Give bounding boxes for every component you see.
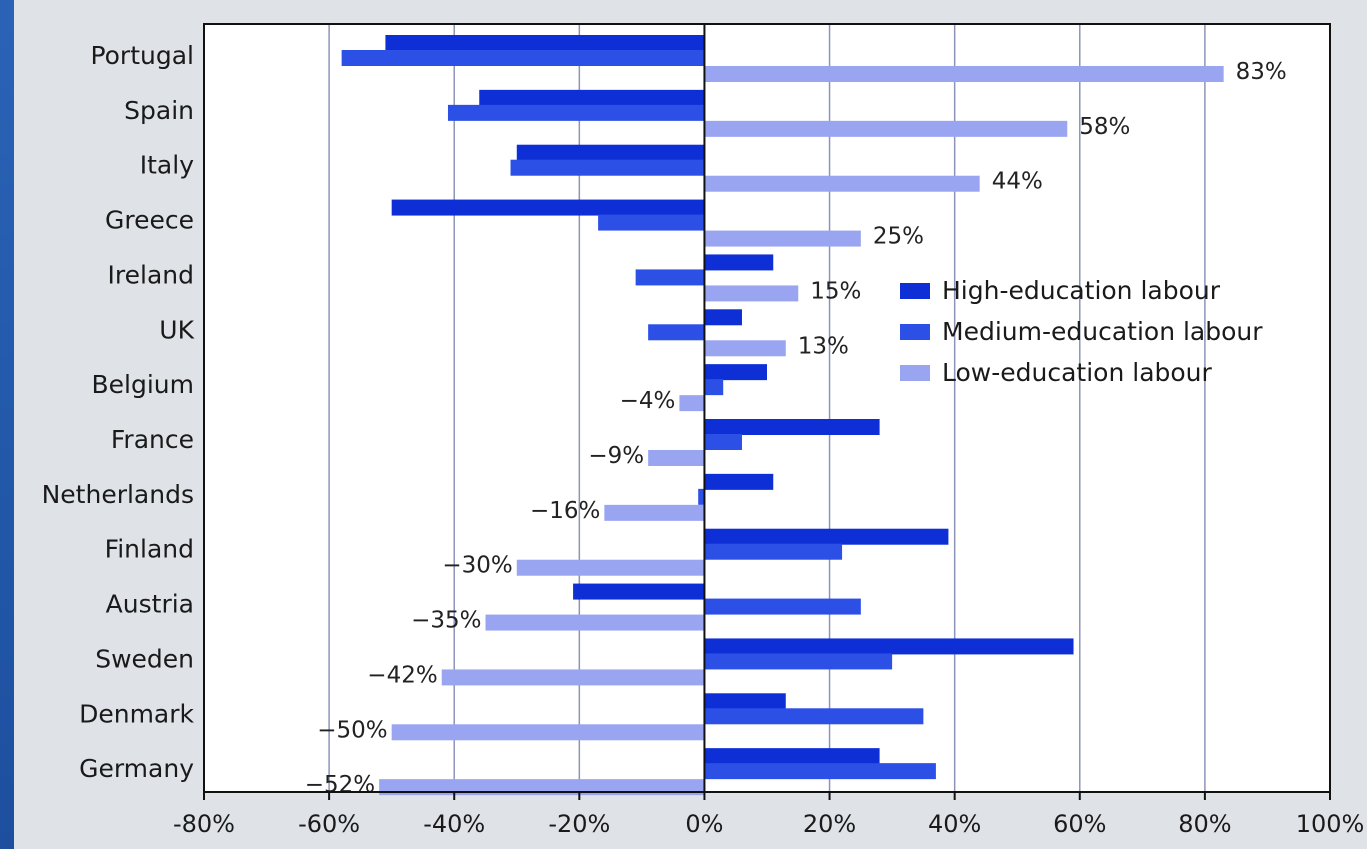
- bar-denmark-high: [704, 693, 786, 710]
- category-label: UK: [159, 315, 194, 344]
- data-label-low: 13%: [798, 333, 849, 359]
- bar-france-high: [704, 419, 880, 435]
- bar-greece-low: [704, 230, 861, 247]
- x-tick-label: 100%: [1296, 810, 1365, 838]
- data-label-low: 58%: [1079, 114, 1130, 140]
- data-label-low: −35%: [411, 608, 481, 634]
- bar-austria-medium: [704, 598, 861, 615]
- bar-netherlands-high: [704, 473, 774, 490]
- data-label-low: 15%: [810, 278, 861, 304]
- bar-finland-medium: [704, 543, 843, 560]
- bar-netherlands-low: [604, 504, 705, 521]
- category-label: Germany: [79, 754, 194, 783]
- category-label: Denmark: [79, 699, 194, 728]
- bar-france-medium: [704, 434, 742, 450]
- bar-ireland-medium: [635, 269, 705, 286]
- data-label-low: −16%: [530, 498, 600, 524]
- legend-label: High-education labour: [942, 276, 1221, 305]
- legend-label: Medium-education labour: [942, 317, 1263, 346]
- bar-spain-high: [479, 89, 705, 106]
- category-label: Spain: [124, 96, 194, 125]
- data-label-low: 25%: [873, 224, 924, 250]
- bar-spain-low: [704, 120, 1068, 137]
- bar-sweden-low: [441, 669, 705, 686]
- category-label: Greece: [105, 206, 194, 235]
- bar-france-low: [648, 450, 705, 466]
- bar-greece-medium: [598, 214, 705, 231]
- bar-uk-low: [704, 340, 786, 357]
- legend-swatch: [900, 365, 930, 381]
- x-tick-label: 40%: [928, 810, 981, 838]
- bar-portugal-low: [704, 66, 1224, 82]
- bar-sweden-high: [704, 638, 1074, 655]
- bar-ireland-low: [704, 285, 799, 302]
- legend-swatch: [900, 324, 930, 340]
- bar-ireland-high: [704, 254, 774, 271]
- bar-spain-medium: [447, 104, 705, 121]
- data-label-low: −50%: [317, 717, 387, 743]
- x-tick-label: -40%: [423, 810, 485, 838]
- category-label: Ireland: [108, 260, 194, 289]
- bar-germany-medium: [704, 763, 936, 780]
- data-label-low: −9%: [588, 443, 644, 469]
- bar-denmark-low: [391, 724, 705, 741]
- bar-germany-high: [704, 748, 880, 765]
- bar-sweden-medium: [704, 653, 893, 670]
- bar-belgium-medium: [704, 379, 724, 396]
- bar-belgium-low: [679, 395, 705, 412]
- category-label: Italy: [140, 151, 194, 180]
- bar-italy-medium: [510, 159, 705, 176]
- category-label: Netherlands: [42, 480, 194, 509]
- bar-finland-low: [516, 559, 705, 576]
- x-tick-label: -20%: [548, 810, 610, 838]
- category-label: Belgium: [92, 370, 195, 399]
- category-label: Sweden: [95, 644, 194, 673]
- data-label-low: 83%: [1236, 59, 1287, 85]
- bar-austria-low: [485, 614, 705, 631]
- bar-italy-high: [516, 144, 705, 161]
- category-label: Austria: [106, 590, 194, 619]
- data-label-low: −4%: [620, 388, 676, 414]
- bar-austria-high: [573, 583, 705, 600]
- x-tick-label: -80%: [173, 810, 235, 838]
- bar-portugal-medium: [341, 50, 705, 66]
- category-label: Finland: [105, 535, 194, 564]
- bar-uk-high: [704, 309, 742, 326]
- bar-netherlands-medium: [698, 488, 705, 505]
- bar-portugal-high: [385, 35, 705, 51]
- bar-italy-low: [704, 175, 980, 192]
- bar-belgium-high: [704, 364, 767, 381]
- data-label-low: −42%: [367, 662, 437, 688]
- bar-uk-medium: [648, 324, 705, 341]
- plot-frame: [203, 23, 1331, 793]
- data-label-low: −52%: [305, 772, 375, 798]
- x-tick-label: 60%: [1053, 810, 1106, 838]
- legend-swatch: [900, 283, 930, 299]
- bar-finland-high: [704, 528, 949, 545]
- bar-denmark-medium: [704, 708, 924, 725]
- x-tick-label: 0%: [685, 810, 723, 838]
- data-label-low: −30%: [442, 553, 512, 579]
- x-tick-label: 20%: [803, 810, 856, 838]
- bar-greece-high: [391, 199, 705, 216]
- x-tick-label: -60%: [298, 810, 360, 838]
- data-label-low: 44%: [992, 169, 1043, 195]
- legend-label: Low-education labour: [942, 358, 1213, 387]
- x-tick-label: 80%: [1178, 810, 1231, 838]
- category-label: Portugal: [90, 41, 194, 70]
- category-label: France: [111, 425, 194, 454]
